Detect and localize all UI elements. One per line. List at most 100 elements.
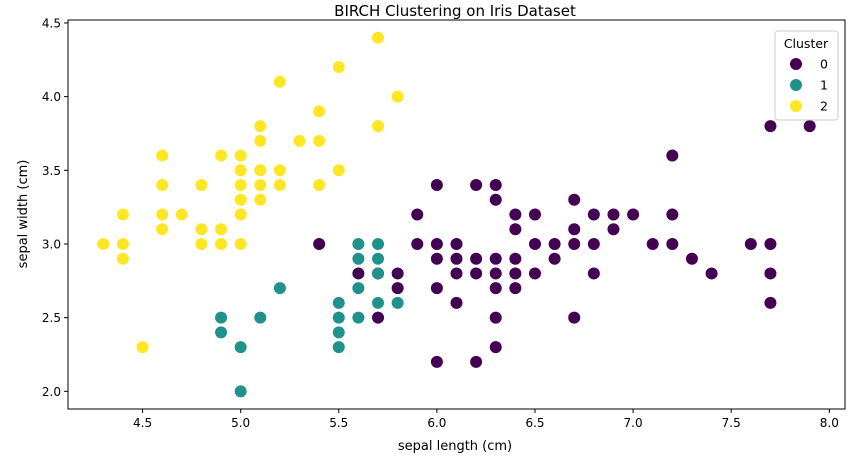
chart-title: BIRCH Clustering on Iris Dataset <box>334 2 576 20</box>
data-point <box>156 179 169 192</box>
data-point <box>234 341 247 354</box>
data-point <box>509 252 522 265</box>
legend-box <box>774 30 839 121</box>
data-point <box>411 237 424 250</box>
data-point <box>234 237 247 250</box>
x-tick-label: 5.0 <box>231 416 250 430</box>
y-tick-label: 4.5 <box>42 16 61 30</box>
x-tick-label: 7.0 <box>624 416 643 430</box>
legend-title: Cluster <box>784 36 829 51</box>
data-point <box>293 134 306 147</box>
y-tick-label: 4.0 <box>42 90 61 104</box>
data-point <box>273 282 286 295</box>
x-tick-label: 4.5 <box>133 416 152 430</box>
data-point <box>313 237 326 250</box>
data-point <box>568 193 581 206</box>
data-point <box>489 341 502 354</box>
data-point <box>646 237 659 250</box>
data-point <box>136 341 149 354</box>
series-0 <box>313 120 816 368</box>
legend-label-1: 1 <box>820 78 828 93</box>
y-tick-label: 3.5 <box>42 164 61 178</box>
data-point <box>372 237 385 250</box>
data-point <box>195 179 208 192</box>
data-point <box>764 296 777 309</box>
data-point <box>352 237 365 250</box>
data-point <box>372 252 385 265</box>
data-point <box>528 267 541 280</box>
data-point <box>332 341 345 354</box>
data-point <box>116 252 129 265</box>
data-point <box>430 179 443 192</box>
x-tick-label: 8.0 <box>820 416 839 430</box>
data-point <box>215 149 228 162</box>
data-point <box>489 179 502 192</box>
data-point <box>195 237 208 250</box>
data-point <box>430 282 443 295</box>
data-point <box>489 267 502 280</box>
legend-marker-0 <box>790 58 802 70</box>
data-point <box>391 90 404 103</box>
data-point <box>450 296 463 309</box>
data-point <box>254 193 267 206</box>
x-tick-label: 6.0 <box>427 416 446 430</box>
data-point <box>764 237 777 250</box>
data-point <box>391 282 404 295</box>
y-tick-label: 3.0 <box>42 237 61 251</box>
data-point <box>430 252 443 265</box>
data-point <box>254 179 267 192</box>
data-point <box>372 120 385 133</box>
data-point <box>215 237 228 250</box>
data-point <box>587 208 600 221</box>
data-point <box>234 385 247 398</box>
plot-area <box>97 31 816 398</box>
data-point <box>97 237 110 250</box>
data-point <box>666 208 679 221</box>
data-point <box>215 311 228 324</box>
data-point <box>470 267 483 280</box>
data-point <box>509 282 522 295</box>
legend: Cluster 0 1 2 <box>774 30 839 121</box>
data-point <box>764 120 777 133</box>
data-point <box>489 311 502 324</box>
data-point <box>313 105 326 118</box>
data-point <box>156 208 169 221</box>
data-point <box>489 282 502 295</box>
data-point <box>627 208 640 221</box>
x-tick-label: 7.5 <box>722 416 741 430</box>
data-point <box>352 282 365 295</box>
data-point <box>332 326 345 339</box>
data-point <box>450 267 463 280</box>
data-point <box>215 223 228 236</box>
data-point <box>391 296 404 309</box>
axes-frame <box>67 19 846 410</box>
data-point <box>156 149 169 162</box>
data-point <box>803 120 816 133</box>
data-point <box>607 223 620 236</box>
data-point <box>116 208 129 221</box>
data-point <box>430 237 443 250</box>
data-point <box>234 208 247 221</box>
data-point <box>607 208 620 221</box>
data-point <box>195 223 208 236</box>
data-point <box>548 252 561 265</box>
data-point <box>116 237 129 250</box>
data-point <box>332 61 345 74</box>
data-point <box>254 134 267 147</box>
legend-label-2: 2 <box>820 99 828 114</box>
data-point <box>509 223 522 236</box>
data-point <box>372 311 385 324</box>
data-point <box>391 267 404 280</box>
data-point <box>332 311 345 324</box>
data-point <box>568 237 581 250</box>
data-point <box>273 179 286 192</box>
data-point <box>666 237 679 250</box>
data-point <box>234 193 247 206</box>
data-point <box>450 252 463 265</box>
data-point <box>528 208 541 221</box>
data-point <box>430 355 443 368</box>
data-point <box>489 252 502 265</box>
data-point <box>568 311 581 324</box>
